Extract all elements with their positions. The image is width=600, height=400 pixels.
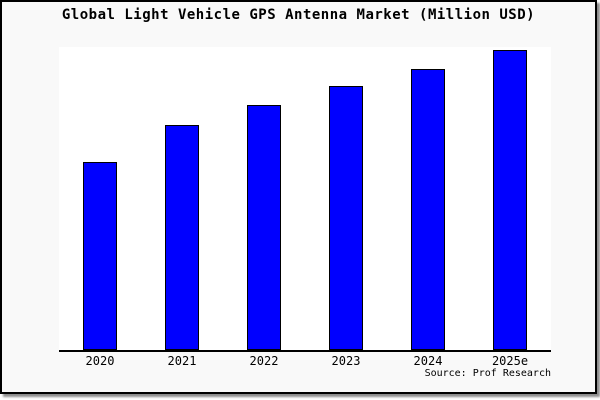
bar-2025e: [493, 50, 527, 350]
bar-2022: [247, 104, 281, 350]
x-tick-label-2021: 2021: [167, 354, 197, 368]
bar-2023: [329, 86, 363, 350]
chart-title: Global Light Vehicle GPS Antenna Market …: [61, 7, 536, 23]
bar-2021: [165, 124, 199, 350]
plot-area: [59, 47, 551, 352]
bar-2024: [411, 69, 445, 350]
x-tick-label-2020: 2020: [85, 354, 115, 368]
x-tick-label-2024: 2024: [413, 354, 443, 368]
source-credit: Source: Prof Research: [424, 368, 551, 379]
x-tick-label-2022: 2022: [249, 354, 279, 368]
x-tick-label-2023: 2023: [331, 354, 361, 368]
x-tick-label-2025e: 2025e: [491, 354, 529, 368]
bar-2020: [83, 162, 117, 350]
